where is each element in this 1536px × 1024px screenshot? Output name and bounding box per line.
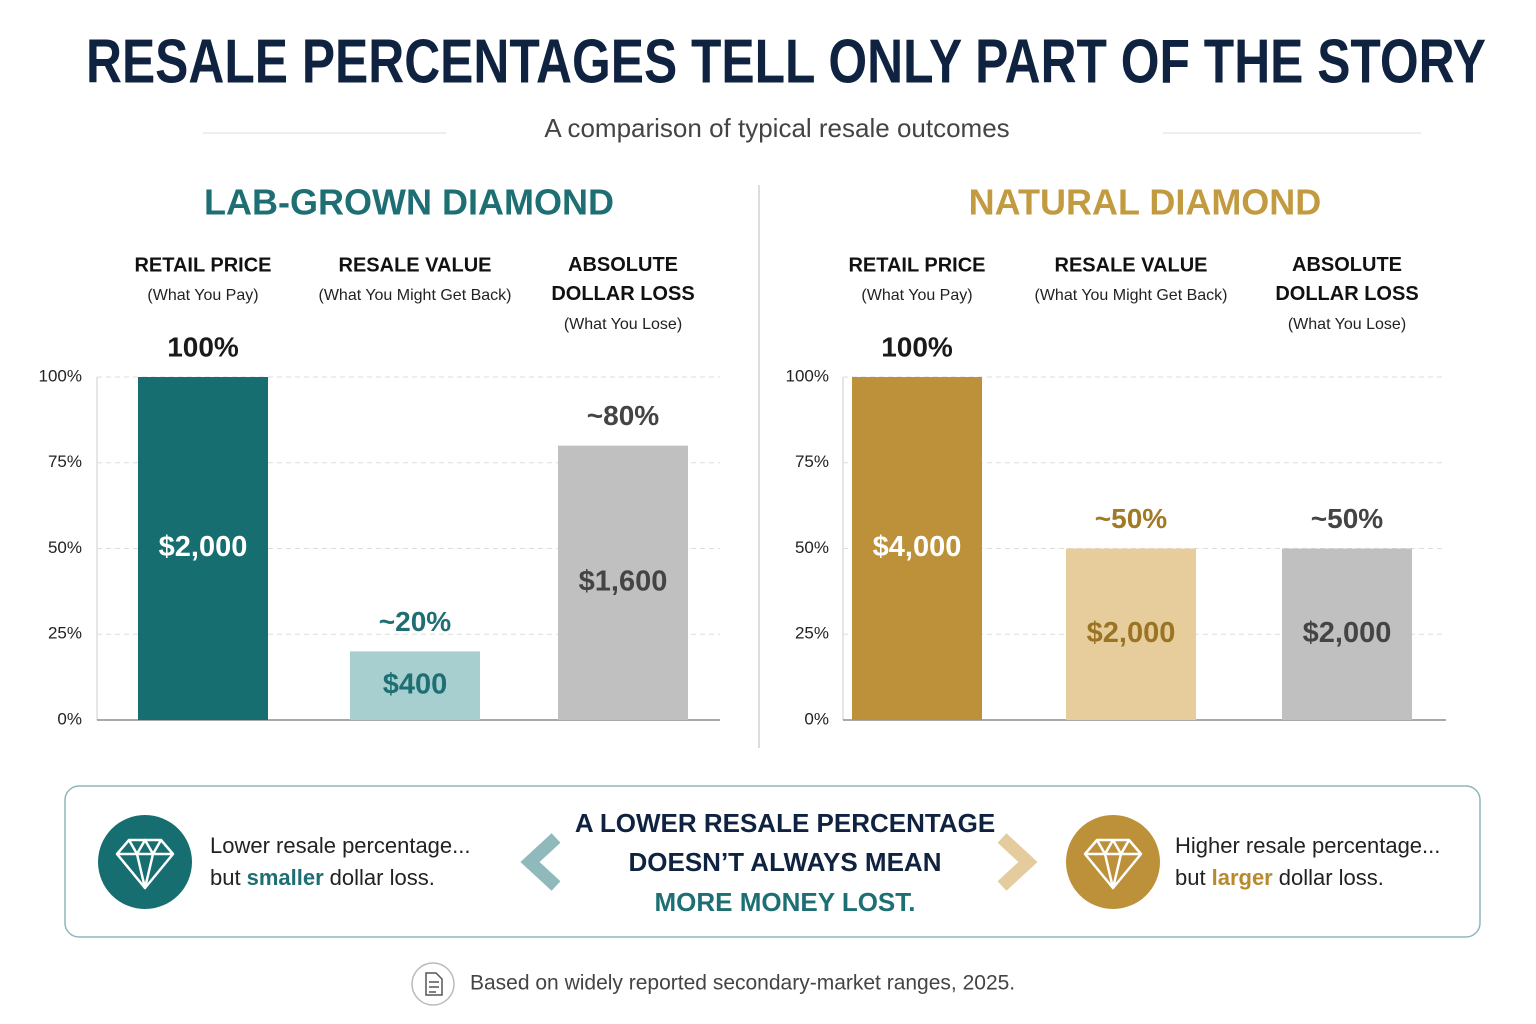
- note-text: but: [1175, 865, 1206, 890]
- y-tick-label: 25%: [48, 624, 82, 643]
- category-note: (What You Lose): [564, 316, 682, 333]
- value-label: 100%: [167, 331, 239, 362]
- value-label: ~50%: [1095, 503, 1167, 534]
- page-title: RESALE PERCENTAGES TELL ONLY PART OF THE…: [86, 27, 1486, 96]
- bar: [350, 651, 480, 720]
- bar: [852, 377, 982, 720]
- amount-label: $2,000: [159, 531, 248, 563]
- note-highlight: larger: [1212, 865, 1274, 890]
- value-label: ~50%: [1311, 503, 1383, 534]
- category-note: (What You Lose): [1288, 316, 1406, 333]
- y-tick-label: 75%: [795, 452, 829, 471]
- doc-icon: [411, 962, 455, 1006]
- chevron: [520, 833, 561, 891]
- subtitle: A comparison of typical resale outcomes: [544, 113, 1009, 143]
- doc-glyph: [425, 972, 443, 996]
- amount-label: $2,000: [1087, 617, 1176, 649]
- category-note: (What You Pay): [147, 287, 258, 304]
- footnote: Based on widely reported secondary-marke…: [470, 972, 1015, 995]
- category-label: ABSOLUTE DOLLAR LOSS: [551, 254, 694, 305]
- category-label: RETAIL PRICE: [134, 254, 271, 276]
- icon-circle: [98, 815, 192, 909]
- icon-circle: [1066, 815, 1160, 909]
- y-tick-label: 75%: [48, 452, 82, 471]
- category-note: (What You Might Get Back): [1035, 287, 1228, 304]
- message-line: DOESN’T ALWAYS MEAN: [628, 847, 941, 877]
- amount-label: $400: [383, 668, 448, 700]
- note-line: Higher resale percentage...: [1175, 833, 1440, 858]
- y-tick-label: 0%: [804, 709, 829, 728]
- note-line: Lower resale percentage...: [210, 833, 471, 858]
- diamond-icon: [115, 838, 175, 890]
- note-text: dollar loss.: [330, 865, 435, 890]
- amount-label: $2,000: [1303, 617, 1392, 649]
- amount-label: $4,000: [873, 531, 962, 563]
- category-note: (What You Might Get Back): [319, 287, 512, 304]
- y-tick-label: 50%: [795, 538, 829, 557]
- message-line: MORE MONEY LOST.: [655, 887, 916, 917]
- category-note: (What You Pay): [861, 287, 972, 304]
- diamond-icon: [1083, 838, 1143, 890]
- y-tick-label: 100%: [39, 366, 82, 385]
- category-label: RESALE VALUE: [1055, 254, 1208, 276]
- value-label: 100%: [881, 331, 953, 362]
- y-tick-label: 25%: [795, 624, 829, 643]
- y-tick-label: 50%: [48, 538, 82, 557]
- note-text: but: [210, 865, 241, 890]
- amount-label: $1,600: [579, 565, 668, 597]
- note-line: but smaller dollar loss.: [210, 865, 435, 890]
- chart-title: LAB-GROWN DIAMOND: [204, 182, 614, 223]
- value-label: ~20%: [379, 606, 451, 637]
- note-text: dollar loss.: [1279, 865, 1384, 890]
- bar: [558, 445, 688, 720]
- category-label: RETAIL PRICE: [848, 254, 985, 276]
- message-line: A LOWER RESALE PERCENTAGE: [575, 808, 995, 838]
- bar: [1282, 548, 1412, 720]
- note-highlight: smaller: [247, 865, 324, 890]
- bar: [138, 377, 268, 720]
- note-line: but larger dollar loss.: [1175, 865, 1384, 890]
- category-label: ABSOLUTE DOLLAR LOSS: [1275, 254, 1418, 305]
- chart-title: NATURAL DIAMOND: [969, 182, 1322, 223]
- y-tick-label: 0%: [57, 709, 82, 728]
- chevron: [997, 833, 1038, 891]
- y-tick-label: 100%: [786, 366, 829, 385]
- bar: [1066, 548, 1196, 720]
- value-label: ~80%: [587, 400, 659, 431]
- category-label: RESALE VALUE: [339, 254, 492, 276]
